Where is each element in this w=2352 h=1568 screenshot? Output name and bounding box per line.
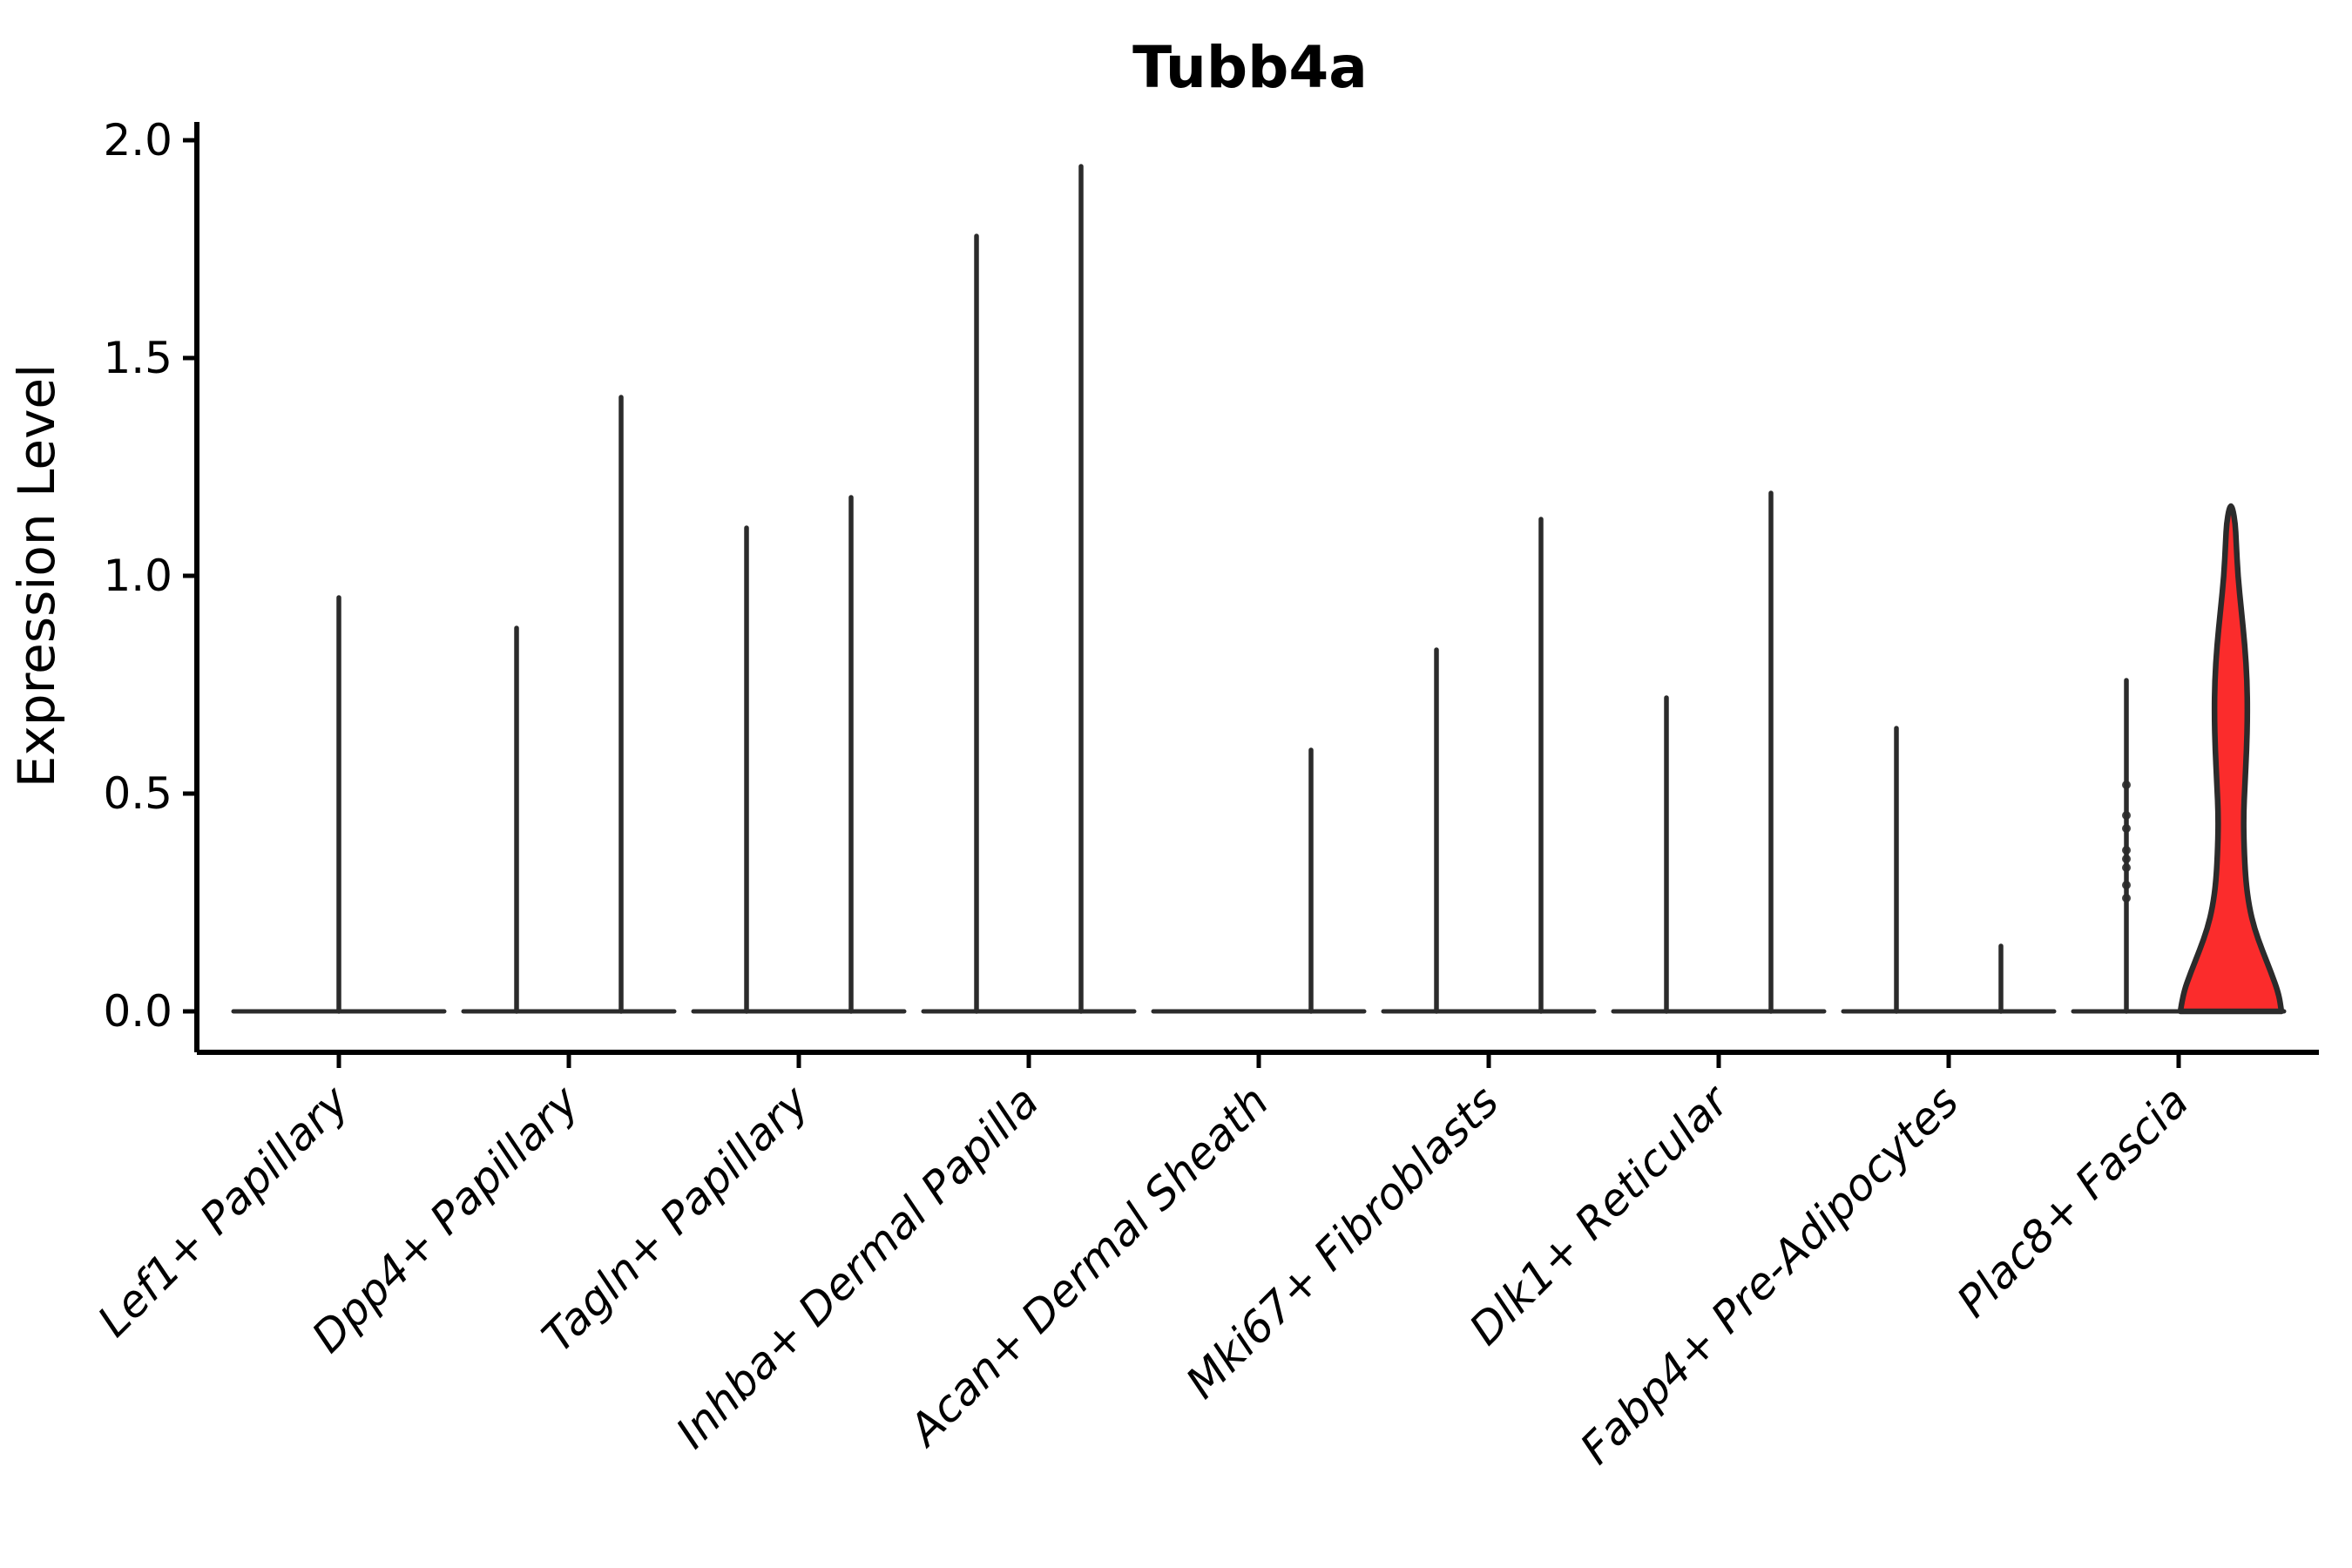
y-tick-label: 0.0 bbox=[103, 986, 172, 1037]
chart-title: Tubb4a bbox=[1132, 34, 1368, 101]
jitter-point bbox=[2122, 781, 2131, 789]
jitter-point bbox=[2122, 846, 2131, 855]
x-tick-label: Inhba+ Dermal Papilla bbox=[666, 1076, 1048, 1457]
jitter-point bbox=[2122, 894, 2131, 902]
y-tick-label: 0.5 bbox=[103, 768, 172, 819]
y-axis-label: Expression Level bbox=[7, 364, 66, 787]
jitter-point bbox=[2122, 811, 2131, 820]
jitter-point bbox=[2122, 881, 2131, 889]
violins-layer bbox=[231, 164, 2287, 1015]
jitter-point bbox=[2122, 863, 2131, 872]
violin-filled bbox=[2177, 503, 2285, 1015]
x-tick-label: Fabp4+ Pre-Adipocytes bbox=[1571, 1076, 1969, 1474]
x-tick-label: Lef1+ Papillary bbox=[88, 1075, 359, 1346]
jitter-point bbox=[2122, 855, 2131, 863]
y-tick-label: 2.0 bbox=[103, 115, 172, 166]
y-tick-label: 1.5 bbox=[103, 333, 172, 383]
y-tick-label: 1.0 bbox=[103, 551, 172, 601]
jitter-point bbox=[2122, 824, 2131, 833]
x-tick-label: Plac8+ Fascia bbox=[1948, 1076, 2199, 1327]
